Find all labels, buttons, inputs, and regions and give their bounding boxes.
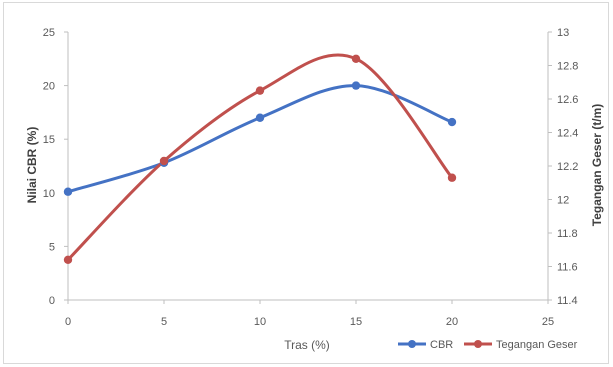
data-point-cbr [255, 113, 265, 122]
y-axis-title: Nilai CBR (%) [25, 127, 39, 204]
x-tick-label: 0 [65, 316, 71, 328]
legend-marker-cbr [408, 340, 416, 348]
y-tick-label: 15 [43, 134, 55, 146]
y2-tick-label: 12.4 [557, 128, 578, 140]
data-point-tegangan-geser [159, 156, 169, 166]
y2-tick-label: 13 [557, 27, 569, 39]
series-line-tegangan-geser [66, 53, 454, 262]
data-point-cbr [447, 117, 457, 127]
series-lines [66, 53, 454, 262]
x-axis-title: Tras (%) [284, 338, 330, 352]
data-point-tegangan-geser [255, 86, 265, 95]
y2-tick-label: 12 [557, 195, 569, 207]
x-tick-label: 25 [542, 316, 554, 328]
y2-axis-title: Tegangan Geser (t/m) [590, 104, 604, 226]
legend-label-cbr: CBR [430, 339, 453, 351]
x-tick-label: 10 [254, 316, 266, 328]
x-tick-label: 15 [350, 316, 362, 328]
data-point-tegangan-geser [63, 255, 73, 264]
y2-tick-label: 12.6 [557, 94, 578, 106]
y2-tick-label: 11.8 [557, 228, 578, 240]
y-tick-label: 5 [49, 241, 55, 253]
y2-tick-label: 12.8 [557, 61, 578, 73]
y2-tick-label: 11.4 [557, 295, 578, 307]
y2-tick-label: 12.2 [557, 161, 578, 173]
series-line-cbr [66, 84, 454, 194]
y-tick-label: 25 [43, 27, 55, 39]
data-point-cbr [351, 81, 361, 90]
x-tick-label: 20 [446, 316, 458, 328]
legend-marker-tegangan-geser [474, 340, 482, 348]
legend-label-tegangan-geser: Tegangan Geser [496, 339, 578, 351]
data-point-tegangan-geser [351, 54, 361, 63]
data-point-cbr [63, 187, 73, 196]
series-points [63, 54, 457, 264]
y-tick-label: 10 [43, 188, 55, 200]
x-tick-label: 5 [161, 316, 167, 328]
y-tick-label: 20 [43, 81, 55, 93]
legend: CBR Tegangan Geser [398, 339, 578, 351]
data-point-tegangan-geser [447, 173, 457, 182]
axes: 051015202511.411.611.81212.212.412.612.8… [43, 27, 579, 328]
y-tick-label: 0 [49, 295, 55, 307]
y2-tick-label: 11.6 [557, 262, 578, 274]
